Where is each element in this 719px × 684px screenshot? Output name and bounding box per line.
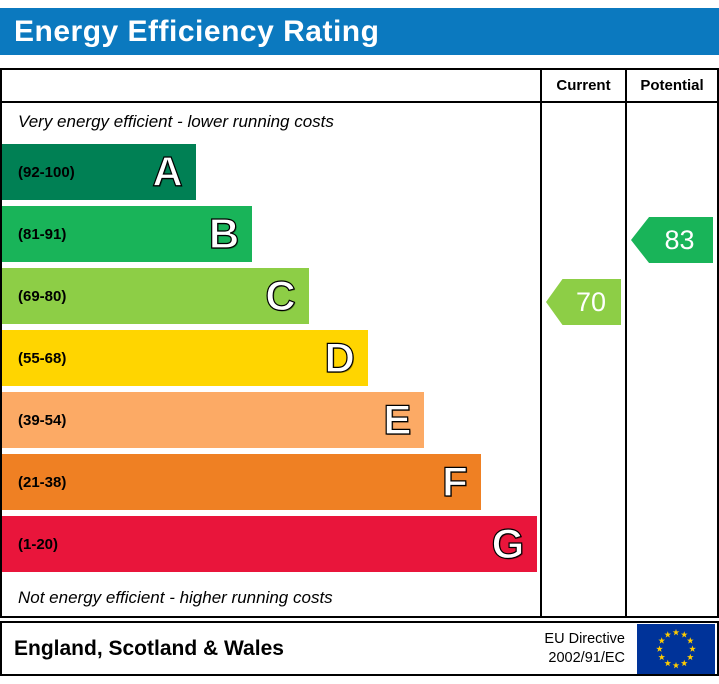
band-row-d: (55-68) D: [2, 327, 540, 389]
band-row-c: (69-80) C: [2, 265, 540, 327]
band-row-e: (39-54) E: [2, 389, 540, 451]
band-letter: A: [152, 148, 184, 195]
potential-column: 83: [625, 103, 717, 616]
energy-rating-chart: Current Potential Very energy efficient …: [0, 68, 719, 618]
band-letter: B: [208, 210, 240, 257]
band-bar: (55-68) D: [2, 330, 368, 386]
bands-area: Very energy efficient - lower running co…: [2, 103, 540, 616]
potential-rating-value: 83: [664, 224, 695, 255]
eu-directive-line2: 2002/91/EC: [548, 649, 625, 666]
current-rating-arrow: 70: [546, 279, 621, 325]
title-bar: Energy Efficiency Rating: [0, 8, 719, 55]
band-row-g: (1-20) G: [2, 513, 540, 575]
band-letter: D: [324, 334, 356, 381]
band-range: (1-20): [18, 535, 59, 553]
band-letter: E: [383, 396, 412, 443]
band-row-a: (92-100) A: [2, 141, 540, 203]
band-letter: G: [491, 520, 525, 567]
rating-bands: (92-100) A (81-91) B (69-80) C (55-68) D…: [2, 141, 540, 575]
footer: England, Scotland & Wales EU Directive 2…: [0, 621, 719, 676]
eu-directive-line1: EU Directive: [544, 630, 625, 647]
band-bar: (1-20) G: [2, 516, 538, 572]
bottom-note: Not energy efficient - higher running co…: [18, 588, 333, 607]
band-row-b: (81-91) B: [2, 203, 540, 265]
eu-flag-icon: [637, 623, 715, 674]
band-range: (81-91): [18, 225, 67, 243]
band-bar: (39-54) E: [2, 392, 425, 448]
eu-directive-text: EU Directive 2002/91/EC: [544, 630, 625, 668]
region-label: England, Scotland & Wales: [14, 636, 284, 660]
page-title: Energy Efficiency Rating: [14, 14, 380, 48]
band-range: (92-100): [18, 163, 75, 181]
band-range: (55-68): [18, 349, 67, 367]
top-note: Very energy efficient - lower running co…: [18, 112, 334, 131]
band-letter: F: [442, 458, 469, 505]
band-range: (39-54): [18, 411, 67, 429]
band-letter: C: [265, 272, 297, 319]
band-bar: (69-80) C: [2, 268, 309, 324]
potential-rating-arrow: 83: [631, 217, 713, 263]
header-spacer: [2, 70, 540, 103]
current-rating-value: 70: [575, 286, 607, 317]
band-bar: (81-91) B: [2, 206, 253, 262]
band-bar: (92-100) A: [2, 144, 196, 200]
potential-column-header: Potential: [625, 70, 717, 103]
current-column-header: Current: [540, 70, 625, 103]
band-row-f: (21-38) F: [2, 451, 540, 513]
current-column: 70: [540, 103, 625, 616]
band-bar: (21-38) F: [2, 454, 481, 510]
band-range: (21-38): [18, 473, 67, 491]
band-range: (69-80): [18, 287, 67, 305]
